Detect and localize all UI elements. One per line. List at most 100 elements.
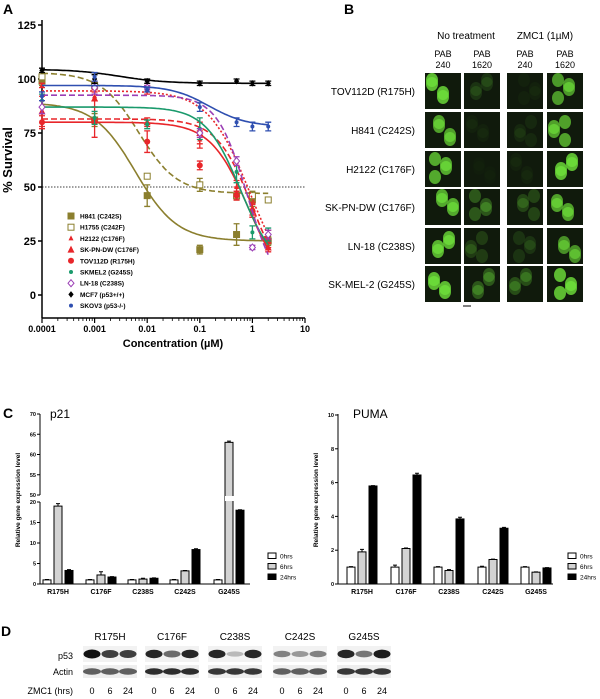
x-tick-label: 0.01 [138,324,156,334]
bar-24hrs [191,549,201,585]
timepoint-label: 0 [279,686,284,696]
nucleus [480,198,492,212]
category-label: G245S [218,589,240,596]
bar-6hrs [96,574,106,585]
p53-band [101,650,119,658]
fluorescence-image [507,228,543,264]
p53-band [273,650,291,658]
data-point [248,243,257,252]
y-tick-label: 0 [30,290,36,302]
bar-24hrs [368,485,378,585]
fit-curve [42,90,269,236]
nucleus [559,133,571,147]
row-label-cell-line: H841 (C242S) [351,126,415,137]
nucleus [477,128,489,142]
fluorescence-image [507,151,543,187]
p53-band [291,651,309,657]
column-header-antibody: PAB [434,49,451,59]
legend-label: TOV112D (R175H) [80,258,135,265]
data-point [196,181,204,189]
actin-band [181,668,199,675]
nucleus [483,272,495,286]
nucleus [529,82,541,96]
nucleus [476,249,488,263]
y-tick-label: 4 [331,514,335,520]
data-point [196,128,204,138]
p21-bar-chart: R175H C176F C238S C242S G245S 0hrs 6hrs 24hrs 0 5… [30,412,297,596]
y-tick-label: 6 [331,481,334,487]
error-bar [360,548,364,552]
bar-6hrs [444,569,454,585]
actin-band [83,668,101,675]
p53-band [119,650,137,658]
p21-y-axis-label: Relative gene expression level [15,453,22,547]
data-point [264,230,272,239]
bar-0hrs [390,566,400,585]
legend-marker [69,303,73,308]
nucleus [520,268,532,282]
error-bar [436,566,440,568]
fluorescence-image [464,151,500,187]
image-background [464,112,500,148]
data-point [39,67,45,74]
y-tick-label: 0 [33,582,36,588]
y-tick-label: 10 [328,413,334,419]
bar-6hrs [401,548,411,585]
nucleus [524,240,536,254]
nucleus [480,202,492,216]
legend-label: H2122 (C176F) [80,236,125,243]
fluorescence-image [547,112,583,148]
p53-band [244,649,262,659]
timepoint-label: 0 [343,686,348,696]
zmc1-header: ZMC1 (1µM) [517,31,573,42]
fluorescence-image [507,266,543,302]
legend-marker [67,223,75,231]
nucleus [444,132,456,146]
nucleus [513,249,525,263]
nucleus [518,73,530,87]
survival-chart: 0 25 50 75 100 125 0.0001 0.001 0.01 0.1 1 10 H841 (… [18,20,310,334]
y-tick-label: 20 [30,500,36,506]
data-point [266,124,271,129]
bar-0hrs [213,579,223,585]
actin-band [208,668,226,675]
nucleus [470,86,482,100]
p53-band [309,650,327,658]
fit-curve [42,121,269,250]
fit-curve [42,118,269,245]
legend-label: H841 (C242S) [80,214,122,221]
p53-band [83,649,101,659]
nucleus [551,198,563,212]
data-point [144,138,151,145]
nucleus [521,170,533,184]
data-point [234,120,239,125]
panel-label-b: B [344,1,354,17]
nucleus [440,161,452,175]
data-point [248,192,256,200]
data-point [38,102,46,112]
category-label: C176F [395,589,417,596]
nucleus [548,124,560,138]
timepoint-label: 24 [313,686,323,696]
legend-label: SKMEL2 (G245S) [80,270,133,277]
legend-swatch [267,573,277,580]
column-header-clone: 1620 [555,60,575,70]
nucleus [510,153,522,167]
column-header-antibody: PAB [516,49,533,59]
image-background [464,151,500,187]
legend-label: LN-18 (C238S) [80,281,124,288]
data-point [250,230,255,235]
error-bar [404,547,408,549]
error-bar [349,566,353,568]
mutant-label: C238S [220,632,251,643]
timepoint-label: 6 [297,686,302,696]
nucleus [521,166,533,180]
x-tick-label: 0.001 [83,324,106,334]
data-point [196,162,203,169]
nucleus [514,128,526,142]
fluorescence-image [507,73,543,109]
image-background [464,266,500,302]
y-tick-label: 100 [18,74,36,86]
fit-curve [42,94,269,256]
